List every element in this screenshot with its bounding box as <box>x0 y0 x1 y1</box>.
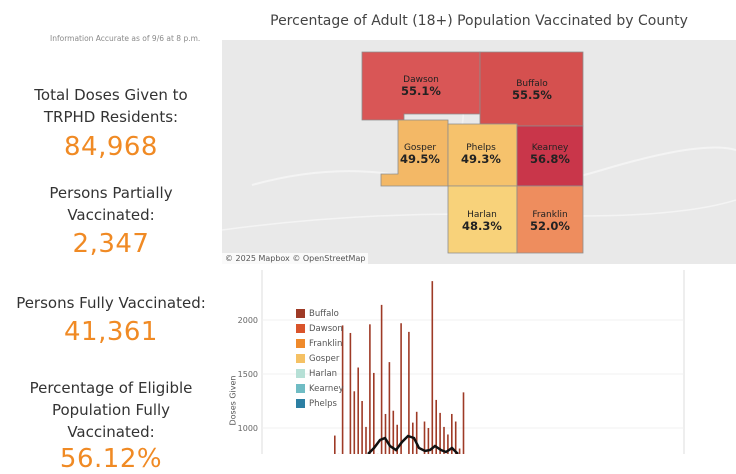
total-doses-label-line: Total Doses Given to <box>0 84 222 106</box>
percent-eligible-label: Percentage of Eligible Population Fully … <box>0 377 222 443</box>
county-pct-dawson: 55.1% <box>401 84 441 98</box>
county-pct-kearney: 56.8% <box>530 152 570 166</box>
chart-bar <box>365 427 367 454</box>
county-pct-gosper: 49.5% <box>400 152 440 166</box>
partially-label-line: Vaccinated: <box>0 204 222 226</box>
legend-label: Dawson <box>309 324 343 334</box>
legend-item-dawson[interactable]: Dawson <box>296 321 344 336</box>
county-map-svg[interactable]: Dawson55.1%Buffalo55.5%Gosper49.5%Phelps… <box>222 40 736 264</box>
legend-item-franklin[interactable]: Franklin <box>296 336 344 351</box>
percent-label-line: Population Fully <box>0 399 222 421</box>
legend-item-gosper[interactable]: Gosper <box>296 351 344 366</box>
county-pct-franklin: 52.0% <box>530 219 570 233</box>
partially-label-line: Persons Partially <box>0 182 222 204</box>
percent-label-line: Vaccinated: <box>0 421 222 443</box>
legend-swatch <box>296 339 305 348</box>
legend-item-phelps[interactable]: Phelps <box>296 396 344 411</box>
legend-item-harlan[interactable]: Harlan <box>296 366 344 381</box>
legend-swatch <box>296 309 305 318</box>
legend-label: Harlan <box>309 369 337 379</box>
counties-layer: Dawson55.1%Buffalo55.5%Gosper49.5%Phelps… <box>362 52 583 253</box>
chart-y-axis-label: Doses Given <box>229 375 238 425</box>
legend-label: Gosper <box>309 354 339 364</box>
chart-y-tick-label: 2000 <box>238 316 258 325</box>
legend-label: Phelps <box>309 399 337 409</box>
chart-bar <box>432 281 434 454</box>
total-doses-label: Total Doses Given to TRPHD Residents: <box>0 84 222 128</box>
doses-chart: 2000 1500 1000 Doses Given Buffalo Dawson Fr… <box>222 270 736 454</box>
legend-swatch <box>296 324 305 333</box>
chart-legend: Buffalo Dawson Franklin Gosper Harlan Kearney… <box>296 306 344 411</box>
legend-item-buffalo[interactable]: Buffalo <box>296 306 344 321</box>
legend-item-kearney[interactable]: Kearney <box>296 381 344 396</box>
legend-swatch <box>296 384 305 393</box>
county-pct-buffalo: 55.5% <box>512 88 552 102</box>
chart-bar <box>334 436 336 454</box>
partially-vaccinated-value: 2,347 <box>0 229 222 259</box>
chart-bar <box>455 422 457 454</box>
legend-label: Buffalo <box>309 309 339 319</box>
chart-bar <box>400 323 402 454</box>
chart-bar <box>389 362 391 454</box>
info-accurate-text: Information Accurate as of 9/6 at 8 p.m. <box>50 34 200 43</box>
fully-vaccinated-label: Persons Fully Vaccinated: <box>0 292 222 314</box>
chart-bar <box>350 333 352 454</box>
chart-bar <box>369 324 371 454</box>
chart-bar <box>357 368 359 454</box>
legend-label: Kearney <box>309 384 344 394</box>
percent-label-line: Percentage of Eligible <box>0 377 222 399</box>
chart-bar <box>361 401 363 454</box>
fully-vaccinated-value: 41,361 <box>0 317 222 347</box>
percent-eligible-value: 56.12% <box>0 444 222 474</box>
map-attribution[interactable]: © 2025 Mapbox © OpenStreetMap <box>222 253 368 264</box>
chart-bar <box>463 392 465 454</box>
chart-bar <box>459 449 461 454</box>
stats-panel: Information Accurate as of 9/6 at 8 p.m.… <box>0 0 222 454</box>
fully-label-line: Persons Fully Vaccinated: <box>0 292 222 314</box>
chart-bar <box>416 412 418 454</box>
legend-swatch <box>296 399 305 408</box>
partially-vaccinated-label: Persons Partially Vaccinated: <box>0 182 222 226</box>
chart-bar <box>354 391 356 454</box>
chart-y-tick-label: 1000 <box>238 424 258 433</box>
legend-swatch <box>296 369 305 378</box>
chart-bar <box>373 373 375 454</box>
chart-bar <box>385 414 387 454</box>
total-doses-label-line: TRPHD Residents: <box>0 106 222 128</box>
chart-bar <box>381 305 383 454</box>
county-pct-phelps: 49.3% <box>461 152 501 166</box>
county-pct-harlan: 48.3% <box>462 219 502 233</box>
legend-label: Franklin <box>309 339 342 349</box>
chart-y-tick-label: 1500 <box>238 370 258 379</box>
legend-swatch <box>296 354 305 363</box>
total-doses-value: 84,968 <box>0 132 222 162</box>
map-title: Percentage of Adult (18+) Population Vac… <box>222 13 736 29</box>
